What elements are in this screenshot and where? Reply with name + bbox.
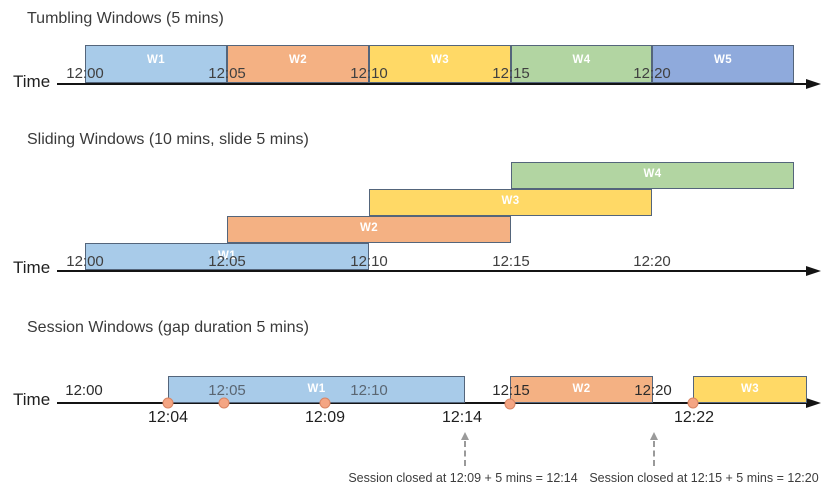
sliding-window-w2: W2 [227,216,511,243]
event-dot-12-15 [504,398,516,410]
event-label-12-04: 12:04 [147,409,189,426]
tick-12-10: 12:10 [350,382,388,399]
sliding-time-axis-label: Time [13,258,51,277]
session-close-annotation-2: Session closed at 12:15 + 5 mins = 12:20 [589,471,819,485]
event-label-12-09: 12:09 [304,409,346,426]
window-label: W1 [217,250,237,262]
sliding-title: Sliding Windows (10 mins, slide 5 mins) [27,131,309,148]
tumbling-window-w3: W3 [369,45,511,83]
tick-12-10: 12:10 [350,65,388,82]
event-dot-12-09 [319,397,331,409]
event-label-12-14: 12:14 [441,409,483,426]
tick-12-15: 12:15 [492,253,530,270]
tumbling-title: Tumbling Windows (5 mins) [27,10,224,27]
window-label: W1 [307,383,326,395]
tick-12-00: 12:00 [66,253,104,270]
tumbling-timeline-arrowhead-icon [806,79,821,89]
sliding-timeline-arrowhead-icon [806,266,821,276]
sliding-window-w3: W3 [369,189,652,216]
session-timeline-arrowhead-icon [806,398,821,408]
tick-12-15: 12:15 [492,382,530,399]
tick-12-15: 12:15 [492,65,530,82]
sliding-timeline [57,270,808,273]
session-time-axis-label: Time [13,390,51,409]
session-window-w3: W3 [693,376,807,403]
tick-12-20: 12:20 [633,253,671,270]
tick-12-00: 12:00 [65,382,103,399]
sliding-window-w1: W1 [85,243,369,270]
window-label: W5 [713,54,733,66]
window-label: W4 [643,168,662,180]
tick-12-05: 12:05 [208,65,246,82]
tumbling-window-w2: W2 [227,45,369,83]
tick-12-20: 12:20 [633,65,671,82]
tumbling-time-axis-label: Time [13,72,51,91]
window-label: W2 [572,383,591,395]
tumbling-window-w1: W1 [85,45,227,83]
event-dot-12-04 [162,397,174,409]
tumbling-window-w5: W5 [652,45,794,83]
event-dot [218,397,230,409]
tick-12-00: 12:00 [66,65,104,82]
tumbling-window-w4: W4 [511,45,652,83]
tumbling-timeline [57,83,808,86]
tick-12-05: 12:05 [208,382,246,399]
event-dot-12-22 [687,397,699,409]
tick-12-10: 12:10 [350,253,388,270]
window-label: W3 [430,54,450,66]
window-label: W2 [288,54,308,66]
tick-12-05: 12:05 [208,253,246,270]
session-window-w1: W1 [168,376,465,403]
window-label: W4 [572,54,591,66]
session-close-annotation-1: Session closed at 12:09 + 5 mins = 12:14 [348,471,578,485]
sliding-window-w4: W4 [511,162,794,189]
window-label: W3 [501,195,520,207]
window-label: W3 [740,383,760,395]
tick-12-20: 12:20 [634,382,672,399]
session-close-arrow-icon-2 [650,432,658,466]
session-timeline [57,402,808,405]
session-close-arrow-icon-1 [461,432,469,466]
session-title: Session Windows (gap duration 5 mins) [27,319,309,336]
window-label: W2 [359,222,379,234]
event-label-12-22: 12:22 [673,409,715,426]
window-label: W1 [146,54,166,66]
session-window-w2: W2 [510,376,653,403]
